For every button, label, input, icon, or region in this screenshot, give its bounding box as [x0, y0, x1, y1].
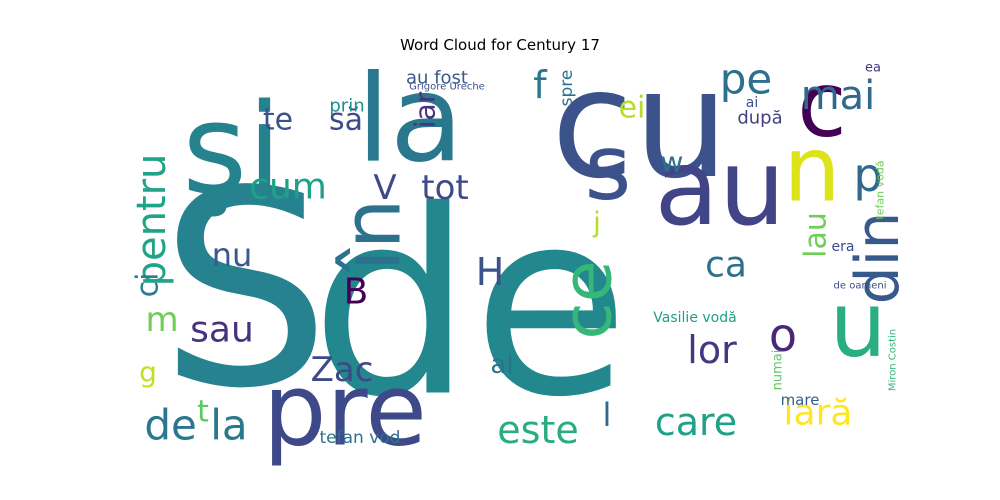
chart-title: Word Cloud for Century 17 — [400, 36, 600, 54]
word-cu: cu — [551, 38, 729, 212]
word-din: din — [843, 212, 913, 305]
word-de-la: de la — [144, 401, 247, 450]
word-care: care — [655, 400, 737, 444]
word-de-oameni: de oameni — [834, 281, 887, 292]
word-lor: lor — [687, 328, 737, 372]
word-iar: iar — [409, 91, 442, 128]
word-s: s — [585, 116, 632, 221]
word-te: te — [263, 103, 293, 138]
word-s: S — [159, 133, 330, 448]
word-ei: ei — [619, 91, 646, 126]
word-ce: ce — [549, 260, 628, 339]
word-m: m — [145, 300, 178, 340]
word-mare: mare — [781, 391, 820, 409]
word-pre: pre — [263, 352, 427, 469]
word-vasilie-voda: Vasilie vodă — [653, 310, 736, 326]
word-t: t — [197, 395, 209, 430]
word-n: n — [783, 118, 840, 223]
word-u: u — [829, 273, 886, 378]
word-spre: spre — [557, 70, 577, 107]
word-sa: să — [329, 103, 363, 138]
word-lau: lau — [799, 212, 834, 258]
word-ca: ca — [705, 245, 747, 286]
word-in: în — [326, 199, 419, 274]
word-c: c — [797, 53, 846, 158]
word-j: j — [592, 206, 601, 239]
word-sau: sau — [190, 310, 254, 351]
word-ai: ai — [746, 95, 758, 111]
word-zac: Zac — [311, 350, 374, 390]
word-au: au — [655, 127, 786, 249]
word-p: p — [853, 148, 882, 202]
word-h: H — [476, 250, 505, 294]
word-o: o — [769, 308, 797, 362]
word-si: şi — [182, 78, 282, 223]
word-cum: cum — [249, 167, 327, 208]
word-este: este — [497, 408, 578, 452]
word-de: de — [311, 157, 630, 454]
word-g: g — [139, 356, 157, 389]
word-grigore-ureche: Grigore Ureche — [409, 82, 485, 93]
word-l: l — [603, 396, 612, 434]
word-b: B — [344, 272, 369, 313]
word-ci: ci — [131, 273, 166, 298]
word-nu: nu — [212, 236, 253, 274]
word-mai: mai — [801, 73, 876, 119]
word-miron-costin: Miron Costin — [888, 329, 899, 391]
word-ea: ea — [865, 61, 881, 76]
word-tot: tot — [421, 168, 468, 208]
word-v: V — [373, 168, 396, 208]
word-al: al — [490, 350, 513, 380]
word-dupa: după — [737, 108, 782, 129]
word-tefan-voda: tefan vodă — [874, 160, 887, 219]
word-f: f — [533, 63, 548, 107]
word-au-fost: au fost — [406, 68, 468, 89]
word-prin: prin — [329, 96, 364, 117]
word-pentru: pentru — [129, 154, 175, 287]
word-iara: iară — [784, 393, 853, 434]
word-w: w — [661, 146, 684, 179]
word-numai: numai — [771, 350, 786, 391]
word-pe: pe — [720, 55, 773, 104]
word-tefan-vod: tefan vod — [320, 428, 401, 448]
word-era: era — [832, 239, 855, 255]
word-la: la — [357, 51, 464, 190]
